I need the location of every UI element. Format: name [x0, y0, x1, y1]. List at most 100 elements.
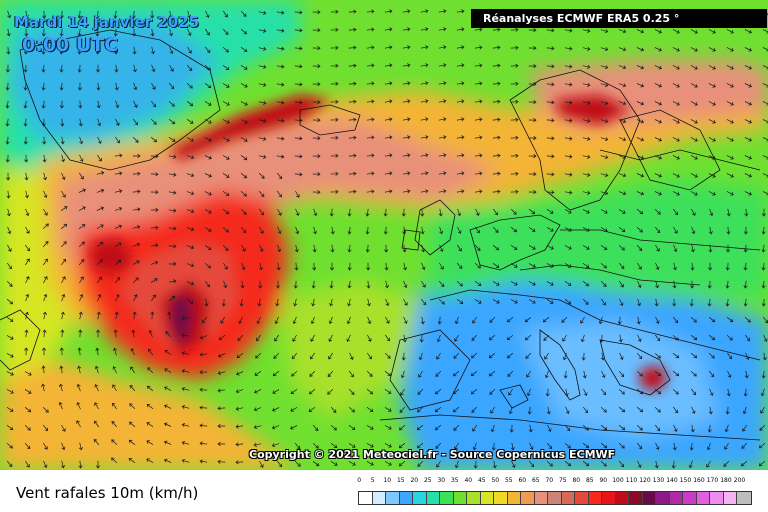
wind-arrow [95, 10, 100, 19]
wind-arrow [582, 245, 590, 250]
wind-arrow [77, 46, 82, 55]
wind-arrow [582, 209, 590, 214]
scale-bar [358, 491, 752, 505]
wind-arrow [600, 173, 609, 178]
wind-arrow [6, 353, 14, 358]
wind-arrow [96, 224, 104, 229]
wind-arrow [240, 101, 248, 106]
wind-arrow [384, 63, 393, 68]
wind-arrow [77, 347, 82, 356]
wind-arrow [420, 27, 429, 32]
wind-arrow [672, 173, 680, 178]
wind-arrow [544, 352, 549, 360]
wind-arrow [636, 155, 645, 160]
wind-arrow [150, 10, 155, 19]
wind-arrow [205, 10, 210, 18]
wind-arrow [400, 388, 405, 396]
wind-arrow [168, 295, 176, 302]
wind-arrow [5, 154, 10, 163]
wind-arrow [709, 208, 714, 217]
wind-arrow [546, 46, 555, 51]
wind-arrow [726, 137, 734, 142]
coastlines [0, 29, 761, 441]
wind-arrow [366, 171, 375, 176]
wind-arrow [77, 365, 82, 374]
wind-arrow [94, 365, 99, 374]
wind-arrow [726, 226, 731, 235]
wind-arrow [277, 460, 283, 468]
wind-arrow [436, 460, 441, 468]
wind-arrow [277, 172, 283, 180]
wind-arrow [507, 370, 514, 377]
wind-arrow [181, 458, 190, 463]
wind-arrow [97, 276, 102, 284]
wind-arrow [168, 100, 175, 107]
wind-arrow [78, 188, 87, 193]
wind-arrow [235, 460, 244, 465]
wind-arrow [366, 370, 373, 377]
wind-arrow [168, 279, 177, 284]
wind-arrow [690, 191, 698, 196]
wind-arrow [690, 173, 698, 178]
wind-arrow [582, 424, 589, 431]
wind-arrow [59, 28, 64, 37]
wind-arrow [438, 298, 445, 305]
wind-arrow [348, 27, 357, 32]
wind-arrow [199, 387, 208, 392]
scale-swatch [602, 492, 616, 504]
wind-arrow [564, 118, 573, 123]
wind-arrow [25, 244, 30, 252]
scale-swatch [413, 492, 427, 504]
wind-arrow [6, 46, 11, 55]
wind-arrow [618, 262, 625, 270]
wind-arrow [762, 65, 768, 70]
wind-arrow [42, 311, 47, 320]
wind-arrow [762, 137, 768, 142]
wind-arrow [457, 226, 462, 234]
wind-arrow [204, 245, 212, 250]
wind-arrow [655, 280, 660, 289]
wind-arrow [618, 155, 627, 160]
wind-arrow [294, 118, 303, 123]
wind-arrow [23, 136, 28, 145]
wind-arrow [546, 100, 555, 105]
wind-arrow [758, 461, 766, 467]
wind-arrow [493, 208, 498, 216]
wind-arrow [366, 135, 375, 140]
wind-arrow [113, 347, 118, 356]
wind-arrow [636, 173, 645, 178]
wind-arrow [401, 352, 406, 361]
wind-arrow [708, 226, 713, 235]
wind-arrow [150, 225, 159, 230]
wind-arrow [600, 280, 607, 287]
wind-arrow [240, 47, 248, 52]
wind-arrow [744, 191, 752, 196]
wind-arrow [600, 460, 607, 467]
wind-arrow [420, 135, 429, 140]
wind-arrow [204, 191, 212, 196]
wind-arrow [132, 136, 139, 143]
wind-arrow [43, 460, 48, 469]
wind-arrow [111, 439, 118, 446]
wind-arrow [347, 244, 352, 253]
wind-arrow [330, 27, 339, 32]
wind-arrow [673, 244, 678, 253]
wind-arrow [348, 9, 357, 14]
wind-arrow [528, 118, 537, 123]
wind-arrow [293, 298, 298, 307]
wind-arrow [366, 280, 371, 289]
wind-arrow [240, 155, 248, 161]
wind-arrow [365, 244, 370, 253]
map-canvas [0, 0, 768, 470]
wind-arrow [151, 64, 156, 73]
wind-arrow [510, 208, 517, 215]
map-time: 0:00 UTC [22, 34, 119, 56]
wind-arrow [330, 406, 337, 413]
wind-arrow [294, 262, 299, 271]
wind-arrow [492, 244, 500, 251]
wind-arrow [383, 226, 388, 235]
wind-arrow [691, 406, 696, 414]
scale-tick-label: 80 [572, 477, 581, 484]
wind-arrow [420, 117, 429, 122]
wind-arrow [112, 366, 117, 374]
